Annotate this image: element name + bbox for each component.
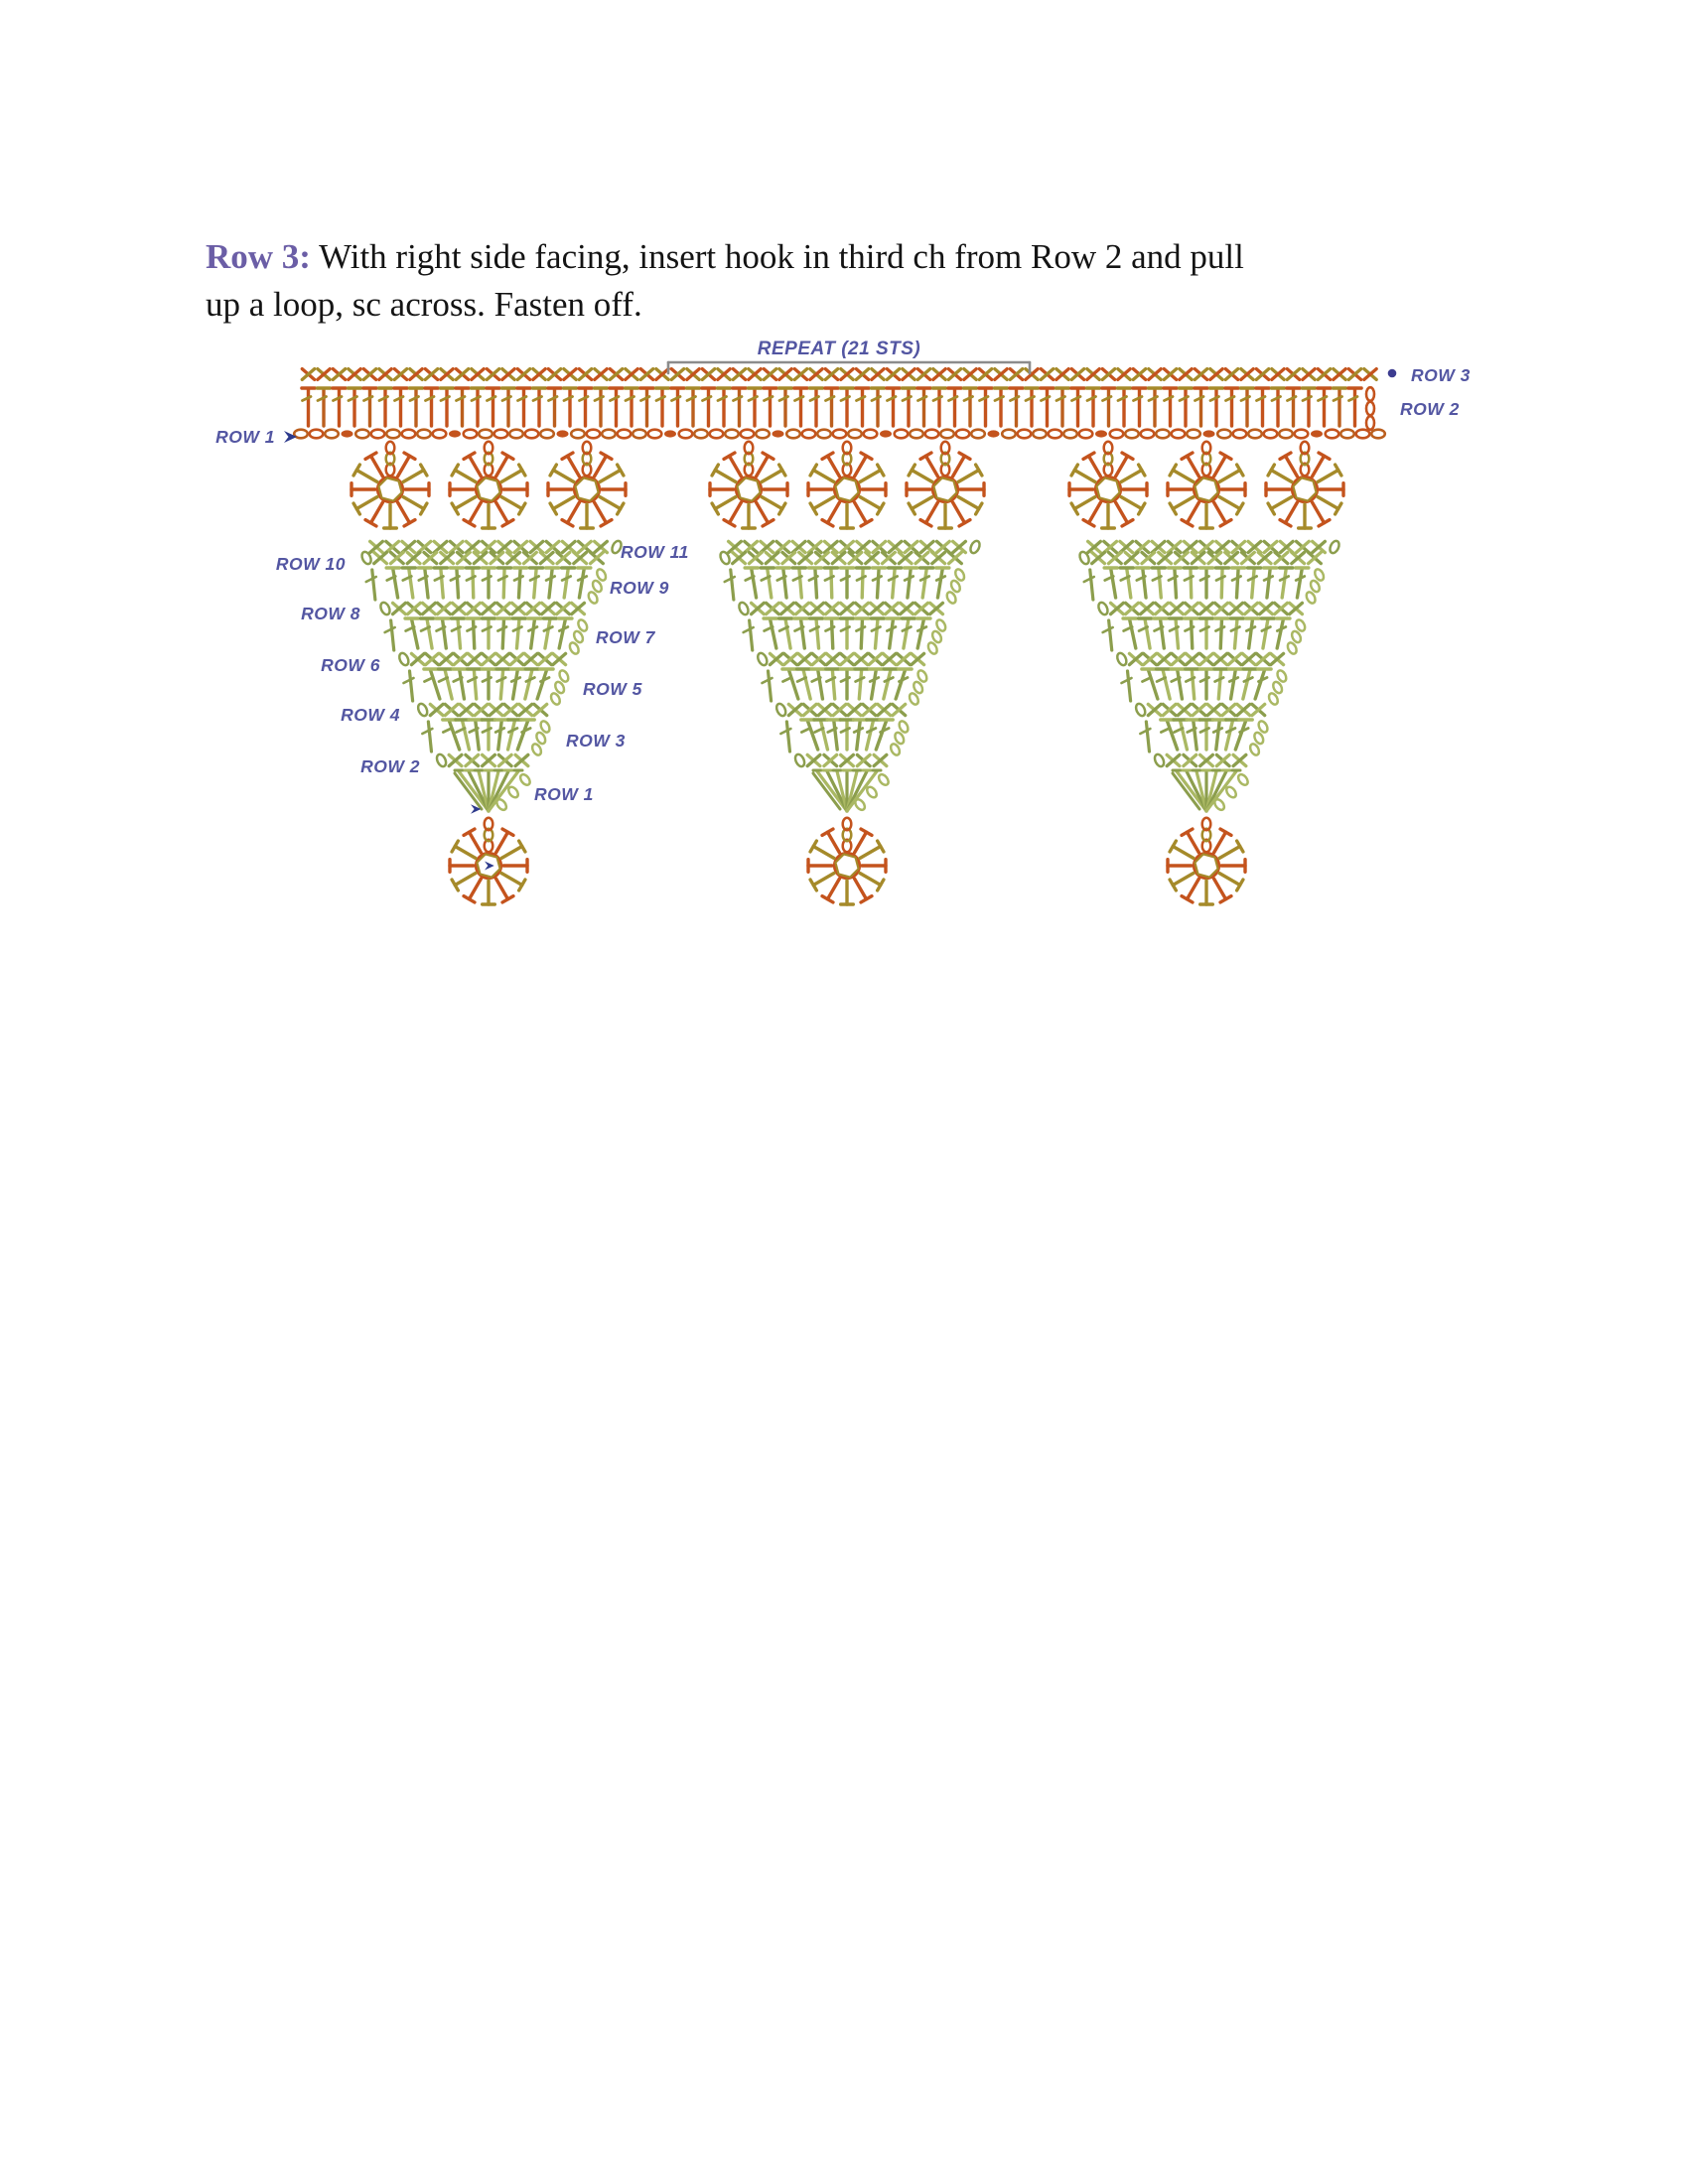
triangle-row-3 <box>1139 718 1269 756</box>
row-1-start-arrow-icon <box>284 431 297 443</box>
esc-row <box>300 386 1363 428</box>
triangle-row-7 <box>1101 616 1307 655</box>
sunburst-flower <box>1264 440 1345 530</box>
triangle-row-1 <box>1171 768 1249 813</box>
turning-chain <box>1364 385 1376 432</box>
triangle-row-6 <box>757 651 926 667</box>
instruction-paragraph: Row 3: With right side facing, insert ho… <box>206 233 1477 329</box>
row-3-label: ROW 3 <box>1411 365 1471 385</box>
triangle-row-8 <box>738 601 945 616</box>
flower-trio <box>708 440 986 530</box>
triangle-row-2 <box>435 752 530 768</box>
bottom-flower <box>806 816 888 906</box>
triangle-right-label-row-3: ROW 3 <box>566 731 626 751</box>
triangle-motif <box>360 539 623 813</box>
triangle-right-label-row-1: ROW 1 <box>534 784 594 804</box>
row3-end-dot <box>1387 368 1397 378</box>
bottom-flower <box>1166 816 1247 906</box>
instruction-line-2: up a loop, sc across. Fasten off. <box>206 285 642 324</box>
flower-trio <box>350 440 628 530</box>
triangle-row-1 <box>811 768 890 813</box>
foundation-chain-row <box>292 428 1387 440</box>
sunburst-flower <box>1166 816 1247 906</box>
triangle-row-4 <box>1134 702 1267 718</box>
triangle-row-6 <box>1116 651 1286 667</box>
triangle-left-label-row-2: ROW 2 <box>360 756 420 776</box>
motif-group-2 <box>708 440 986 906</box>
triangle-row-10 <box>360 550 605 566</box>
triangle-row-10 <box>719 550 963 566</box>
triangle-row-2 <box>793 752 889 768</box>
triangle-row-8 <box>1097 601 1305 616</box>
triangle-left-label-row-4: ROW 4 <box>341 705 400 725</box>
triangle-row-2 <box>1153 752 1248 768</box>
triangle-left-label-row-6: ROW 6 <box>321 655 380 675</box>
sunburst-flower <box>448 440 529 530</box>
sc-row <box>300 366 1378 382</box>
triangle-row-9 <box>364 566 608 605</box>
sunburst-flower <box>448 816 529 906</box>
triangle-row-labels: ROW 10 ROW 8 ROW 6 ROW 4 ROW 2 ROW 11 ROW 9 ROW… <box>276 542 689 804</box>
triangle-row-6 <box>398 651 568 667</box>
top-section: REPEAT (21 STS) ROW 3 ROW 2 ROW 1 <box>215 339 1471 447</box>
triangle-right-label-row-5: ROW 5 <box>583 679 642 699</box>
instruction-line-1: With right side facing, insert hook in t… <box>310 237 1244 276</box>
triangle-row-5 <box>402 667 570 706</box>
triangle-row-4 <box>774 702 908 718</box>
sunburst-flower <box>806 440 888 530</box>
sunburst-flower <box>546 440 628 530</box>
triangle-row-4 <box>416 702 549 718</box>
repeat-bracket <box>666 360 1032 375</box>
triangle-row-11 <box>367 539 623 555</box>
sunburst-flower <box>1067 440 1149 530</box>
triangle-row-8 <box>379 601 587 616</box>
flower-start-arrow-icon <box>485 861 494 871</box>
sunburst-flower <box>350 440 431 530</box>
repeat-label: REPEAT (21 STS) <box>758 339 920 359</box>
row-2-label: ROW 2 <box>1400 399 1460 419</box>
triangle-row-7 <box>742 616 947 655</box>
triangle-row-11 <box>726 539 981 555</box>
triangle-row-9 <box>723 566 966 605</box>
sunburst-flower <box>905 440 986 530</box>
motif-group-1: ROW 10 ROW 8 ROW 6 ROW 4 ROW 2 ROW 11 ROW 9 ROW… <box>276 440 689 906</box>
triangle-right-label-row-11: ROW 11 <box>621 542 689 562</box>
triangle-right-label-row-7: ROW 7 <box>596 627 656 647</box>
triangle-left-label-row-10: ROW 10 <box>276 554 346 574</box>
triangle-row-7 <box>383 616 589 655</box>
triangle-row-5 <box>1120 667 1288 706</box>
triangle-row-11 <box>1085 539 1340 555</box>
flower-trio <box>1067 440 1345 530</box>
row-3-heading-label: Row 3: <box>206 237 311 276</box>
sunburst-flower <box>806 816 888 906</box>
triangle-right-label-row-9: ROW 9 <box>610 578 669 598</box>
triangle-row-9 <box>1082 566 1326 605</box>
triangle-motif <box>1078 539 1340 813</box>
triangle-motif <box>719 539 981 813</box>
triangle-row-1 <box>453 768 531 813</box>
triangle-row-10 <box>1078 550 1323 566</box>
motif-group-3 <box>1067 440 1345 906</box>
triangle-tip-arrow-icon <box>471 804 482 814</box>
triangle-row-3 <box>421 718 551 756</box>
triangle-left-label-row-8: ROW 8 <box>301 604 360 623</box>
row-1-label: ROW 1 <box>215 427 275 447</box>
sunburst-flower <box>708 440 789 530</box>
triangle-row-5 <box>761 667 928 706</box>
sunburst-flower <box>1166 440 1247 530</box>
triangle-row-3 <box>779 718 910 756</box>
bottom-flower <box>448 816 529 906</box>
